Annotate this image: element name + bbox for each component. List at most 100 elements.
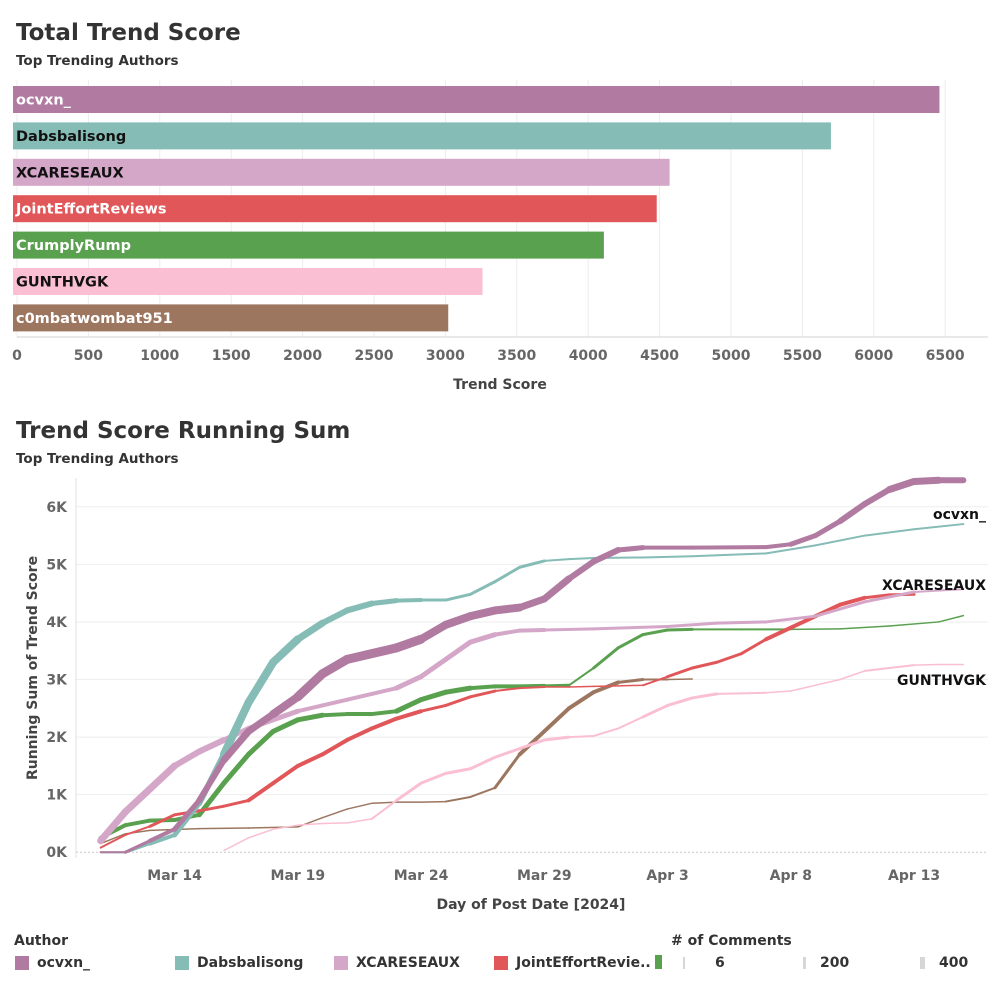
series-segment bbox=[370, 799, 398, 820]
series-segment bbox=[394, 598, 424, 603]
line-x-tick-label: Apr 3 bbox=[646, 868, 688, 884]
series-segment bbox=[443, 639, 473, 662]
series-segment bbox=[124, 825, 151, 836]
line-x-tick-label: Apr 13 bbox=[888, 868, 940, 884]
bar-x-tick-label: 500 bbox=[74, 348, 103, 364]
series-segment bbox=[885, 477, 918, 494]
series-segment bbox=[913, 523, 965, 531]
series-segment bbox=[591, 680, 621, 695]
bar-x-tick-label: 1500 bbox=[212, 348, 251, 364]
bar-x-tick-label: 6500 bbox=[926, 348, 965, 364]
end-label-xcareseaux: XCARESEAUX bbox=[882, 578, 986, 594]
series-segment bbox=[542, 627, 596, 632]
series-segment bbox=[246, 728, 276, 757]
series-segment bbox=[317, 654, 352, 679]
line-y-tick-label: 5K bbox=[46, 557, 68, 573]
series-segment bbox=[469, 786, 497, 798]
legend-item-dabsbalisong[interactable]: Dabsbalisong bbox=[175, 955, 303, 971]
line-x-tick-label: Mar 24 bbox=[394, 868, 449, 884]
bar-label-ocvxn: ocvxn_ bbox=[16, 93, 72, 109]
legend-item-ocvxn[interactable]: ocvxn_ bbox=[15, 955, 90, 971]
line-x-axis-label: Day of Post Date [2024] bbox=[437, 897, 626, 913]
series-segment bbox=[245, 710, 277, 735]
series-segment bbox=[223, 837, 250, 852]
series-segment bbox=[270, 717, 301, 734]
bar-x-tick-label: 1000 bbox=[140, 348, 179, 364]
series-segment bbox=[147, 827, 177, 843]
series-segment bbox=[517, 628, 547, 633]
series-segment bbox=[369, 716, 399, 731]
legend-swatch bbox=[15, 956, 29, 970]
series-segment bbox=[863, 528, 916, 537]
series-segment bbox=[420, 800, 447, 803]
series-segment bbox=[666, 621, 719, 629]
series-segment bbox=[861, 486, 893, 507]
series-segment bbox=[369, 598, 399, 607]
series-gunthvgk bbox=[223, 663, 965, 852]
series-segment bbox=[270, 708, 301, 723]
series-segment bbox=[345, 726, 374, 742]
line-x-tick-label: Apr 8 bbox=[770, 868, 812, 884]
series-segment bbox=[321, 822, 348, 825]
series-segment bbox=[346, 818, 373, 824]
series-segment bbox=[444, 795, 472, 803]
series-segment bbox=[221, 751, 252, 786]
legend-swatch bbox=[494, 956, 508, 970]
legend-size-medium: 200 bbox=[803, 955, 849, 971]
series-segment bbox=[715, 620, 768, 625]
series-segment bbox=[690, 692, 719, 700]
bar-label-c0mbatwombat951: c0mbatwombat951 bbox=[16, 311, 173, 327]
series-segment bbox=[666, 696, 694, 707]
line-x-tick-label: Mar 29 bbox=[517, 868, 572, 884]
series-segment bbox=[320, 712, 350, 718]
series-xcareseaux bbox=[97, 588, 965, 845]
series-segment bbox=[297, 822, 324, 826]
series-segment bbox=[491, 603, 524, 615]
series-segment bbox=[246, 781, 276, 803]
series-segment bbox=[319, 607, 351, 627]
bar-c0mbatwombat951 bbox=[13, 304, 449, 332]
series-segment bbox=[441, 612, 475, 629]
series-segment bbox=[765, 690, 792, 694]
series-segment bbox=[838, 595, 867, 607]
legend-item-jointeffortreviews[interactable]: JointEffortRevie.. bbox=[494, 955, 651, 971]
series-segment bbox=[468, 684, 498, 691]
series-segment bbox=[369, 686, 399, 696]
series-segment bbox=[468, 580, 497, 596]
line-x-tick-label: Mar 14 bbox=[147, 868, 202, 884]
series-segment bbox=[418, 689, 449, 703]
series-segment bbox=[641, 703, 670, 719]
series-segment bbox=[219, 698, 253, 759]
series-segment bbox=[839, 670, 866, 681]
series-segment bbox=[566, 690, 596, 711]
bar-x-tick-label: 2000 bbox=[283, 348, 322, 364]
series-ocvxn bbox=[99, 476, 967, 854]
end-label-gunthvgk: GUNTHVGK bbox=[897, 673, 987, 689]
series-segment bbox=[493, 628, 522, 637]
series-segment bbox=[641, 628, 670, 637]
series-segment bbox=[419, 703, 448, 713]
series-segment bbox=[567, 667, 595, 687]
series-segment bbox=[148, 813, 177, 828]
series-segment bbox=[540, 575, 573, 603]
series-segment bbox=[247, 828, 274, 839]
series-segment bbox=[222, 798, 251, 808]
bar-label-crumplyrump: CrumplyRump bbox=[16, 238, 131, 254]
series-segment bbox=[790, 628, 841, 631]
size-label: 200 bbox=[820, 955, 850, 971]
series-segment bbox=[272, 824, 299, 830]
series-segment bbox=[812, 518, 843, 539]
legend-author-title: Author bbox=[14, 933, 68, 949]
series-segment bbox=[592, 685, 620, 688]
bar-x-axis-label: Trend Score bbox=[453, 377, 547, 393]
line-chart: 0K 1K 2K 3K 4K 5K 6K Mar 14 Mar 19 Mar 24 Mar 29 Ap… bbox=[25, 476, 988, 913]
series-segment bbox=[837, 500, 868, 525]
end-label-ocvxn: ocvxn_ bbox=[933, 507, 986, 523]
series-segment bbox=[391, 634, 426, 653]
series-segment bbox=[394, 781, 423, 802]
series-segment bbox=[196, 736, 227, 755]
series-segment bbox=[888, 664, 916, 669]
legend-item-xcareseaux[interactable]: XCARESEAUX bbox=[334, 955, 460, 971]
series-segment bbox=[543, 558, 570, 562]
legend-item-crumplyrump[interactable] bbox=[655, 955, 670, 969]
